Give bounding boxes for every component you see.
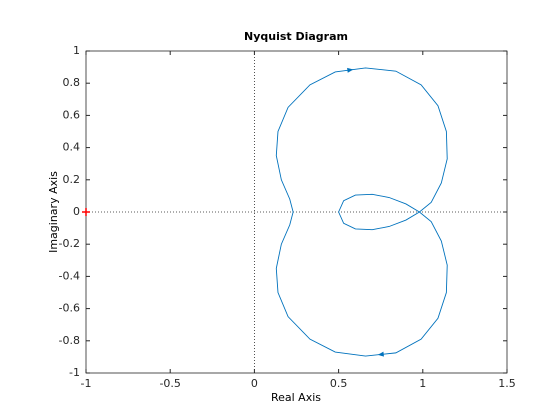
y-axis-label: Imaginary Axis: [47, 171, 60, 253]
direction-arrow: [377, 351, 384, 357]
y-tick-label: -0.4: [59, 269, 80, 282]
y-tick-label: -0.2: [59, 237, 80, 250]
y-tick-label: -0.8: [59, 334, 80, 347]
chart-title: Nyquist Diagram: [244, 30, 348, 43]
y-tick-label: 0.8: [63, 76, 81, 89]
direction-arrow: [347, 67, 354, 73]
y-tick-label: 1: [73, 44, 80, 57]
y-tick-label: -1: [69, 366, 80, 379]
x-tick-label: -1: [81, 377, 92, 390]
x-axis-label: Real Axis: [271, 391, 321, 404]
x-tick-label: 1: [419, 377, 426, 390]
y-tick-label: 0.2: [63, 173, 81, 186]
nyquist-curve: [275, 67, 448, 357]
x-tick-label: 0.5: [330, 377, 348, 390]
x-tick-label: -0.5: [159, 377, 180, 390]
critical-point: [82, 208, 90, 216]
x-tick-label: 1.5: [498, 377, 516, 390]
y-tick-label: 0.4: [63, 141, 81, 154]
y-tick-label: -0.6: [59, 302, 80, 315]
y-tick-label: 0: [73, 205, 80, 218]
x-tick-label: 0: [251, 377, 258, 390]
y-tick-label: 0.6: [63, 108, 81, 121]
